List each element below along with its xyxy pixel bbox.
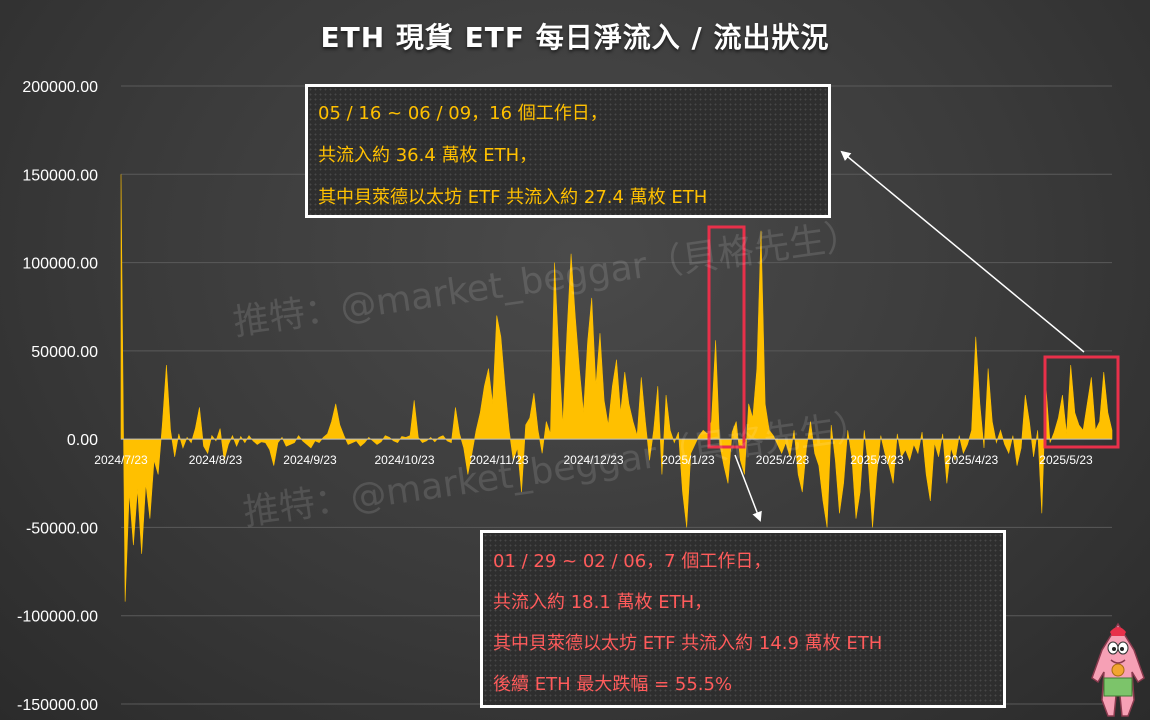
y-tick-label: -50000.00	[26, 520, 98, 537]
x-tick-label: 2025/2/23	[756, 453, 810, 467]
series-area	[120, 174, 1113, 602]
annotation-box-jan: 01 / 29 ~ 02 / 06，7 個工作日， 共流入約 18.1 萬枚 E…	[480, 530, 1006, 708]
y-tick-label: 200000.00	[22, 79, 98, 96]
annotation-line: 後續 ETH 最大跌幅 = 55.5%	[493, 674, 733, 695]
annotation-line: 共流入約 18.1 萬枚 ETH，	[493, 592, 713, 613]
y-tick-label: -100000.00	[17, 609, 98, 626]
x-tick-label: 2025/4/23	[945, 453, 999, 467]
annotation-arrow	[734, 454, 762, 522]
annotation-line: 其中貝萊德以太坊 ETF 共流入約 27.4 萬枚 ETH	[318, 187, 708, 208]
x-tick-label: 2024/12/23	[563, 453, 623, 467]
x-tick-label: 2024/9/23	[283, 453, 337, 467]
y-tick-label: -150000.00	[17, 697, 98, 714]
x-tick-label: 2024/8/23	[189, 453, 243, 467]
y-tick-label: 50000.00	[31, 344, 98, 361]
y-tick-label: 0.00	[67, 432, 98, 449]
y-tick-label: 100000.00	[22, 256, 98, 273]
x-tick-label: 2024/7/23	[94, 453, 148, 467]
annotation-box-may: 05 / 16 ~ 06 / 09，16 個工作日， 共流入約 36.4 萬枚 …	[305, 84, 831, 218]
mascot-logo	[1091, 622, 1145, 717]
x-tick-label: 2025/1/23	[661, 453, 715, 467]
y-tick-label: 150000.00	[22, 167, 98, 184]
x-tick-label: 2025/5/23	[1039, 453, 1093, 467]
annotation-line: 01 / 29 ~ 02 / 06，7 個工作日，	[493, 551, 772, 572]
highlight-box-may	[1043, 355, 1120, 449]
annotation-line: 共流入約 36.4 萬枚 ETH，	[318, 145, 538, 166]
x-tick-label: 2025/3/23	[850, 453, 904, 467]
annotation-line: 05 / 16 ~ 06 / 09，16 個工作日，	[318, 103, 608, 124]
x-tick-label: 2024/11/23	[469, 453, 528, 467]
highlight-box-jan	[707, 225, 746, 449]
x-tick-label: 2024/10/23	[374, 453, 434, 467]
annotation-line: 其中貝萊德以太坊 ETF 共流入約 14.9 萬枚 ETH	[493, 633, 883, 654]
annotation-arrow	[840, 150, 1085, 353]
chart-title: ETH 現貨 ETF 每日淨流入 / 流出狀況	[320, 21, 830, 54]
